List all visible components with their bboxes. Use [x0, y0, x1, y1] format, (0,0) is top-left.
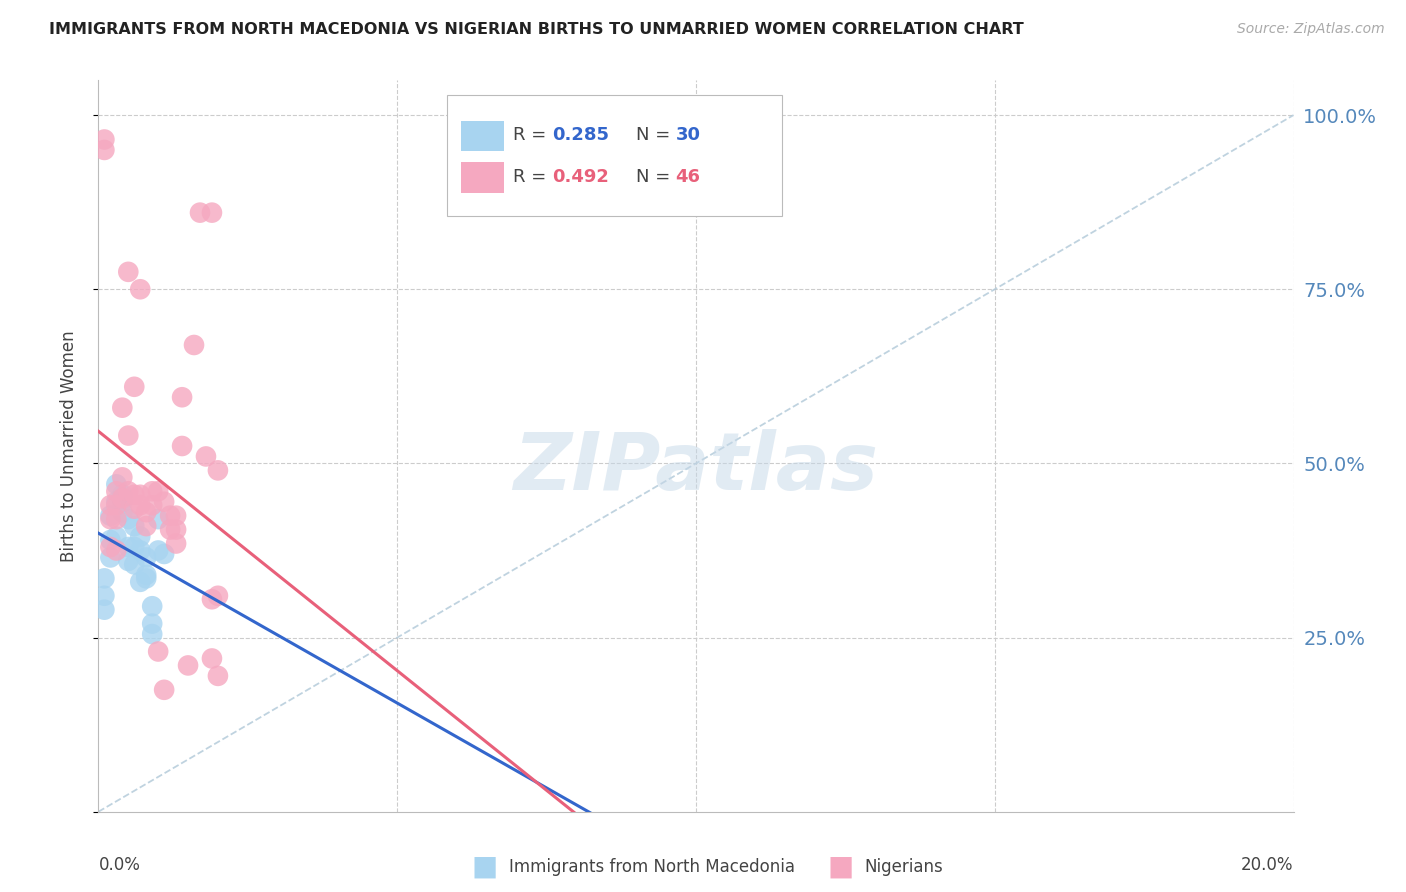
Text: Immigrants from North Macedonia: Immigrants from North Macedonia — [509, 858, 794, 876]
Point — [165, 536, 187, 550]
Point — [124, 519, 146, 533]
Text: IMMIGRANTS FROM NORTH MACEDONIA VS NIGERIAN BIRTHS TO UNMARRIED WOMEN CORRELATIO: IMMIGRANTS FROM NORTH MACEDONIA VS NIGER… — [49, 22, 1024, 37]
Point — [201, 205, 224, 219]
Point — [117, 554, 139, 568]
Point — [177, 658, 200, 673]
Point — [148, 543, 170, 558]
Point — [129, 488, 152, 502]
Point — [93, 589, 115, 603]
Point — [98, 498, 122, 512]
Point — [165, 523, 187, 537]
Point — [159, 508, 181, 523]
Point — [135, 567, 157, 582]
Point — [124, 488, 146, 502]
Point — [111, 401, 134, 415]
Point — [117, 484, 139, 499]
Point — [129, 574, 152, 589]
Point — [129, 498, 152, 512]
Point — [105, 494, 128, 508]
Point — [129, 530, 152, 544]
Point — [105, 543, 128, 558]
Text: 30: 30 — [676, 126, 700, 145]
Point — [93, 132, 115, 146]
Point — [111, 491, 134, 506]
Text: N =: N = — [636, 126, 676, 145]
Point — [105, 484, 128, 499]
Text: 0.0%: 0.0% — [98, 855, 141, 873]
Point — [98, 512, 122, 526]
Text: ZIPatlas: ZIPatlas — [513, 429, 879, 507]
Point — [105, 498, 128, 512]
Point — [111, 494, 134, 508]
Point — [201, 592, 224, 607]
Point — [111, 505, 134, 519]
Point — [105, 477, 128, 491]
Point — [93, 143, 115, 157]
Point — [141, 484, 163, 499]
Text: 0.492: 0.492 — [553, 168, 609, 186]
Point — [141, 498, 163, 512]
Point — [195, 450, 218, 464]
Point — [135, 550, 157, 565]
Point — [148, 644, 170, 658]
Point — [93, 603, 115, 617]
FancyBboxPatch shape — [447, 95, 782, 216]
Point — [207, 669, 229, 683]
Point — [183, 338, 205, 352]
Point — [188, 205, 211, 219]
Point — [172, 390, 194, 404]
Point — [124, 501, 146, 516]
Point — [141, 627, 163, 641]
Point — [98, 540, 122, 554]
Point — [98, 508, 122, 523]
Point — [105, 530, 128, 544]
Point — [148, 484, 170, 499]
Point — [207, 589, 229, 603]
Point — [153, 547, 176, 561]
Point — [124, 380, 146, 394]
Point — [117, 540, 139, 554]
Point — [135, 519, 157, 533]
Point — [172, 439, 194, 453]
Point — [201, 651, 224, 665]
Point — [135, 505, 157, 519]
Text: Nigerians: Nigerians — [865, 858, 943, 876]
Point — [129, 543, 152, 558]
FancyBboxPatch shape — [461, 120, 503, 152]
Point — [148, 512, 170, 526]
Point — [159, 523, 181, 537]
Point — [111, 470, 134, 484]
FancyBboxPatch shape — [461, 162, 503, 193]
Text: R =: R = — [513, 126, 553, 145]
Point — [111, 488, 134, 502]
Point — [141, 616, 163, 631]
Point — [124, 540, 146, 554]
Point — [129, 282, 152, 296]
Point — [117, 512, 139, 526]
Text: 46: 46 — [676, 168, 700, 186]
Text: R =: R = — [513, 168, 553, 186]
Point — [93, 571, 115, 585]
Point — [117, 428, 139, 442]
Text: ■: ■ — [472, 853, 498, 881]
Y-axis label: Births to Unmarried Women: Births to Unmarried Women — [59, 330, 77, 562]
Point — [98, 533, 122, 547]
Point — [105, 512, 128, 526]
Text: 0.285: 0.285 — [553, 126, 610, 145]
Text: N =: N = — [636, 168, 676, 186]
Text: ■: ■ — [828, 853, 853, 881]
Point — [141, 599, 163, 614]
Point — [135, 571, 157, 585]
Point — [117, 265, 139, 279]
Point — [98, 550, 122, 565]
Point — [165, 508, 187, 523]
Text: Source: ZipAtlas.com: Source: ZipAtlas.com — [1237, 22, 1385, 37]
Point — [153, 494, 176, 508]
Point — [153, 682, 176, 697]
Point — [124, 558, 146, 572]
Point — [207, 463, 229, 477]
Text: 20.0%: 20.0% — [1241, 855, 1294, 873]
